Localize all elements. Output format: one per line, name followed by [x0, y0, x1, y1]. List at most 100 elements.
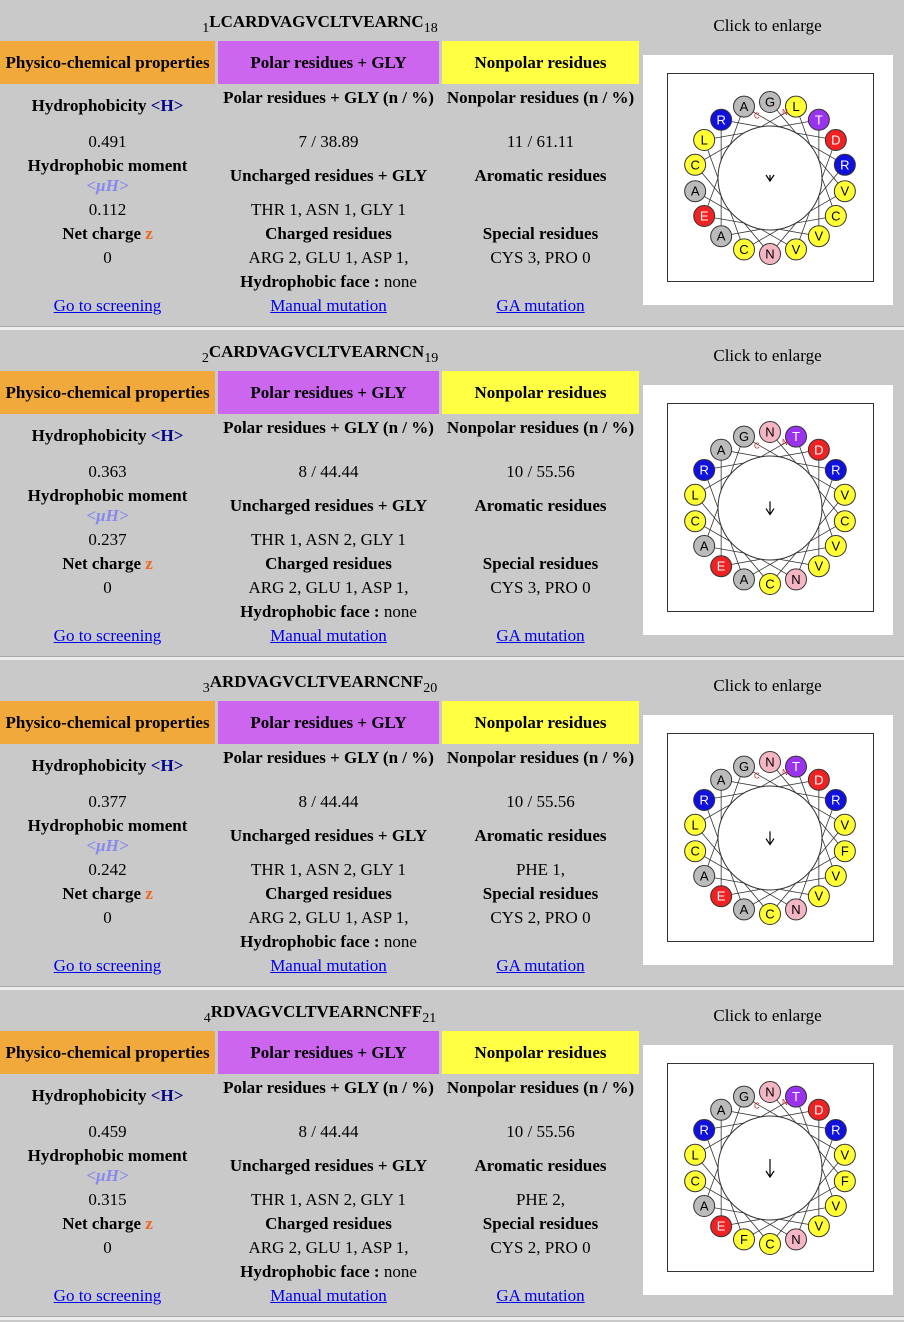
- residue-label: N: [791, 1232, 800, 1247]
- manual-mutation-link[interactable]: Manual mutation: [270, 1286, 387, 1305]
- divider: [0, 656, 904, 660]
- uncharged-value: THR 1, ASN 2, GLY 1: [251, 530, 406, 549]
- residue-circle: [693, 789, 716, 811]
- residue-circle: [807, 1215, 830, 1238]
- residue-label: R: [831, 463, 840, 478]
- residue-circle: [759, 421, 781, 443]
- uncharged-label: Uncharged residues + GLY: [229, 166, 428, 185]
- residue-label: L: [692, 1147, 699, 1162]
- header-polar: Polar residues + GLY: [218, 701, 439, 744]
- residue-circle: [759, 573, 781, 595]
- hydrophobic-moment-label: Hydrophobic moment <μH>: [27, 156, 188, 195]
- n-terminus-label: N: [782, 768, 788, 777]
- header-polar: Polar residues + GLY: [218, 1031, 439, 1074]
- residue-circle: [833, 180, 856, 203]
- go-to-screening-link[interactable]: Go to screening: [53, 956, 162, 975]
- nonpolar-count-value: 10 / 55.56: [506, 792, 575, 811]
- residue-circle: [710, 225, 733, 248]
- residue-circle: [733, 1085, 756, 1108]
- hydrophobic-face: Hydrophobic face : none: [240, 602, 417, 621]
- polar-count-label: Polar residues + GLY (n / %): [223, 88, 434, 107]
- click-to-enlarge[interactable]: Click to enlarge: [713, 16, 822, 35]
- residue-label: A: [717, 1102, 726, 1117]
- n-terminus-label: N: [782, 438, 788, 447]
- uncharged-label: Uncharged residues + GLY: [229, 496, 428, 515]
- ga-mutation-link[interactable]: GA mutation: [496, 626, 585, 645]
- residue-circle: [759, 1081, 781, 1103]
- residue-label: C: [840, 514, 849, 529]
- residue-label: D: [831, 133, 840, 148]
- residue-circle: [807, 555, 830, 578]
- ga-mutation-link[interactable]: GA mutation: [496, 296, 585, 315]
- residue-circle: [824, 789, 847, 811]
- residue-label: N: [765, 1085, 774, 1100]
- residue-label: V: [792, 242, 801, 257]
- hydrophobic-moment-arrow: [765, 831, 775, 846]
- net-charge-label: Net charge z: [62, 1214, 153, 1233]
- charged-label: Charged residues: [265, 884, 392, 903]
- residue-circle: [824, 1195, 847, 1217]
- residue-label: T: [815, 112, 823, 127]
- residue-circle: [684, 153, 707, 176]
- residue-circle: [733, 95, 756, 118]
- hydrophobic-moment-value: 0.242: [88, 860, 127, 879]
- click-to-enlarge[interactable]: Click to enlarge: [713, 346, 822, 365]
- residue-circle: [833, 813, 856, 836]
- go-to-screening-link[interactable]: Go to screening: [53, 296, 162, 315]
- header-nonpolar: Nonpolar residues: [442, 41, 639, 84]
- ga-mutation-link[interactable]: GA mutation: [496, 1286, 585, 1305]
- residue-label: V: [831, 539, 840, 554]
- residue-circle: [833, 510, 856, 533]
- residue-label: R: [699, 793, 708, 808]
- residue-label: N: [791, 572, 800, 587]
- nonpolar-count-label: Nonpolar residues (n / %): [446, 88, 635, 107]
- residue-circle: [807, 1098, 830, 1121]
- hydrophobicity-value: 0.363: [88, 462, 127, 481]
- c-terminus-label: C: [754, 772, 760, 781]
- residue-circle: [824, 535, 847, 557]
- charged-value: ARG 2, GLU 1, ASP 1,: [248, 1238, 409, 1257]
- header-nonpolar: Nonpolar residues: [442, 371, 639, 414]
- ga-mutation-link[interactable]: GA mutation: [496, 956, 585, 975]
- residue-label: A: [691, 184, 700, 199]
- peptide-block: 4RDVAGVCLTVEARNCNFF21 Click to enlarge P…: [0, 990, 904, 1320]
- go-to-screening-link[interactable]: Go to screening: [53, 1286, 162, 1305]
- residue-circle: [833, 1170, 856, 1193]
- residue-label: N: [791, 902, 800, 917]
- manual-mutation-link[interactable]: Manual mutation: [270, 296, 387, 315]
- manual-mutation-link[interactable]: Manual mutation: [270, 626, 387, 645]
- click-to-enlarge[interactable]: Click to enlarge: [713, 676, 822, 695]
- click-to-enlarge[interactable]: Click to enlarge: [713, 1006, 822, 1025]
- residue-circle: [684, 1143, 707, 1166]
- residue-circle: [759, 91, 781, 113]
- residue-circle: [693, 1119, 716, 1141]
- residue-label: R: [831, 1123, 840, 1138]
- uncharged-value: THR 1, ASN 2, GLY 1: [251, 1190, 406, 1209]
- residue-circle: [833, 1143, 856, 1166]
- residue-label: V: [841, 817, 850, 832]
- hydrophobic-moment-arrow: [765, 1159, 775, 1179]
- residue-circle: [684, 1170, 707, 1193]
- residue-circle: [693, 865, 716, 887]
- residue-circle: [733, 568, 756, 591]
- hydrophobic-face: Hydrophobic face : none: [240, 272, 417, 291]
- manual-mutation-link[interactable]: Manual mutation: [270, 956, 387, 975]
- hydrophobicity-label: Hydrophobicity <H>: [31, 756, 184, 775]
- charged-label: Charged residues: [265, 224, 392, 243]
- go-to-screening-link[interactable]: Go to screening: [53, 626, 162, 645]
- residue-circle: [733, 898, 756, 921]
- hydrophobicity-label: Hydrophobicity <H>: [31, 426, 184, 445]
- residue-circle: [759, 903, 781, 925]
- net-charge-label: Net charge z: [62, 554, 153, 573]
- special-value: CYS 3, PRO 0: [490, 248, 591, 267]
- residue-label: A: [740, 99, 749, 114]
- nonpolar-count-value: 10 / 55.56: [506, 1122, 575, 1141]
- residue-label: L: [792, 99, 799, 114]
- hydrophobic-moment-label: Hydrophobic moment <μH>: [27, 486, 188, 525]
- residue-circle: [759, 751, 781, 773]
